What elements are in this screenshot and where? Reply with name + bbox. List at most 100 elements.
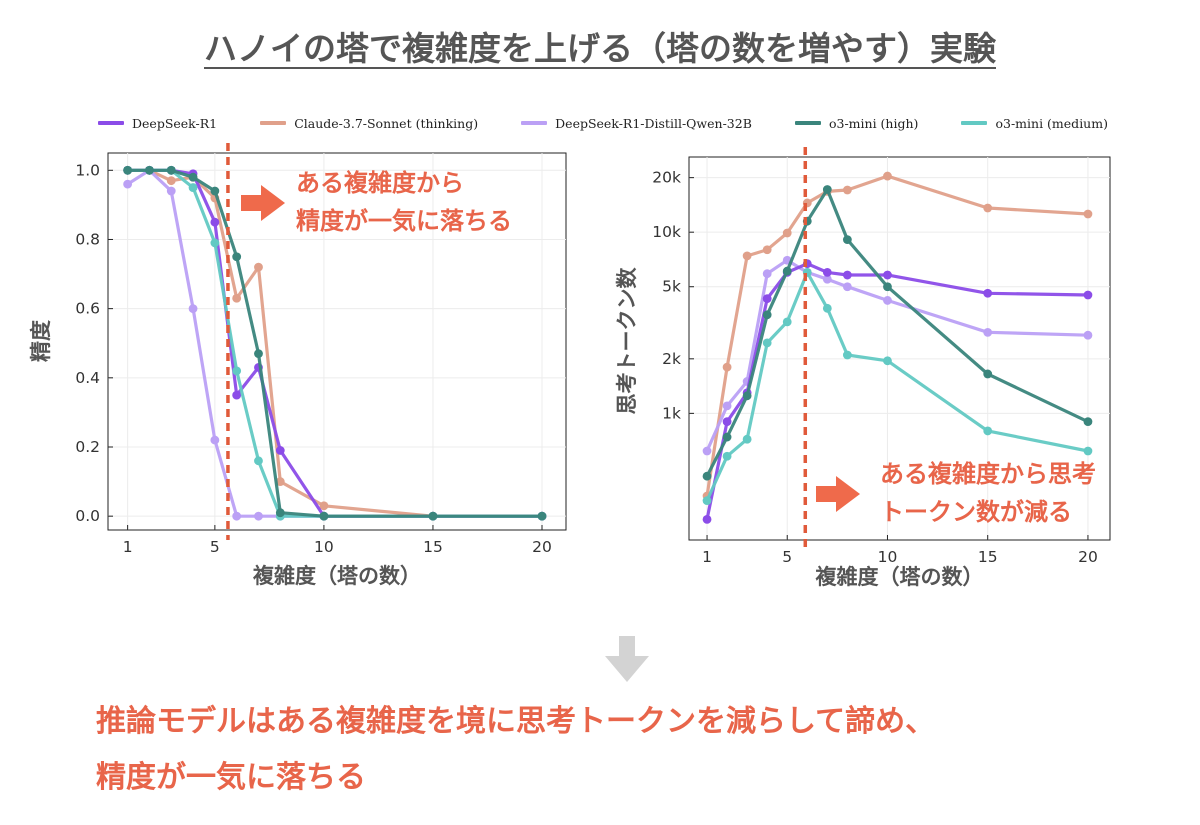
data-point <box>883 270 892 280</box>
data-point <box>254 511 263 521</box>
legend-label: o3-mini (medium) <box>995 115 1108 131</box>
data-point <box>722 401 732 411</box>
data-point <box>210 186 220 196</box>
y-tick-label: 10k <box>652 223 681 241</box>
data-point <box>822 274 832 284</box>
legend-label: DeepSeek-R1-Distill-Qwen-32B <box>555 115 752 131</box>
data-point <box>782 266 792 276</box>
series-group <box>702 171 1093 524</box>
legend-item: DeepSeek-R1 <box>98 116 217 131</box>
legend-swatch <box>794 121 821 125</box>
data-point <box>166 176 176 186</box>
data-point <box>822 185 832 194</box>
x-tick-label: 20 <box>532 538 552 556</box>
data-point <box>702 514 712 524</box>
annotation-line: 精度が一気に落ちる <box>296 207 512 235</box>
data-point <box>275 477 285 486</box>
data-point <box>842 270 852 280</box>
y-axis-label: 精度 <box>29 320 53 362</box>
annotation-line: ある複雑度から思考 <box>880 460 1096 488</box>
x-tick-label: 15 <box>978 548 998 566</box>
x-tick-label: 1 <box>123 538 133 556</box>
data-point <box>722 362 732 372</box>
x-tick-label: 10 <box>314 538 334 556</box>
series-group <box>123 165 547 521</box>
legend-item: o3-mini (high) <box>794 116 918 131</box>
data-point <box>123 165 133 175</box>
data-point <box>232 293 242 303</box>
data-point <box>983 288 993 298</box>
chart-legend: DeepSeek-R1 Claude-3.7-Sonnet (thinking) D… <box>98 112 1108 134</box>
data-point <box>782 317 792 327</box>
data-point <box>254 349 263 359</box>
data-point <box>762 310 772 320</box>
data-point <box>428 511 438 521</box>
arrow-right-icon <box>816 476 860 512</box>
data-point <box>822 267 832 277</box>
data-point <box>123 179 133 189</box>
data-point <box>742 251 752 261</box>
data-point <box>1083 209 1093 219</box>
data-point <box>188 172 198 182</box>
data-point <box>702 471 712 481</box>
annotation-line: トークン数が減る <box>880 498 1072 526</box>
data-point <box>232 252 242 262</box>
x-tick-label: 20 <box>1078 548 1098 566</box>
x-tick-label: 1 <box>702 548 712 566</box>
legend-swatch <box>961 121 988 125</box>
data-point <box>722 417 732 427</box>
data-point <box>983 369 993 379</box>
data-point <box>883 171 892 181</box>
arrow-shaft <box>241 195 263 211</box>
data-point <box>983 203 993 213</box>
y-tick-label: 2k <box>662 350 681 368</box>
data-point <box>210 435 220 445</box>
data-point <box>188 304 198 314</box>
annotation-accuracy-drop: ある複雑度から 精度が一気に落ちる <box>296 164 512 240</box>
x-tick-label: 15 <box>423 538 443 556</box>
data-point <box>883 296 892 305</box>
data-point <box>983 327 993 337</box>
data-point <box>842 350 852 360</box>
x-axis-label: 複雑度（塔の数） <box>252 564 421 588</box>
data-point <box>210 217 220 227</box>
plot-frame <box>107 152 567 531</box>
data-point <box>145 165 154 175</box>
data-point <box>782 228 792 238</box>
data-point <box>702 496 712 505</box>
data-point <box>1083 330 1093 340</box>
data-point <box>1083 290 1093 300</box>
data-point <box>232 366 242 376</box>
legend-item: o3-mini (medium) <box>961 115 1108 131</box>
data-point <box>822 303 832 313</box>
y-tick-label: 20k <box>652 169 681 187</box>
data-point <box>883 282 892 292</box>
data-point <box>762 294 772 303</box>
data-point <box>166 186 176 196</box>
data-point <box>742 391 752 401</box>
y-tick-label: 1.0 <box>75 161 100 179</box>
legend-item: DeepSeek-R1-Distill-Qwen-32B <box>521 116 752 131</box>
x-tick-label: 5 <box>210 538 220 556</box>
data-point <box>275 446 285 455</box>
data-point <box>762 338 772 348</box>
data-point <box>842 185 852 195</box>
data-point <box>1083 417 1093 427</box>
data-point <box>883 356 892 366</box>
annotation-token-decrease: ある複雑度から思考 トークン数が減る <box>880 455 1096 531</box>
data-point <box>232 511 242 521</box>
data-point <box>254 456 263 466</box>
legend-swatch <box>521 121 548 125</box>
data-point <box>537 511 547 521</box>
data-point <box>210 238 220 248</box>
x-tick-label: 10 <box>878 548 898 566</box>
y-tick-label: 0.0 <box>75 507 100 525</box>
data-point <box>722 451 732 461</box>
annotation-line: ある複雑度から <box>296 169 464 197</box>
arrow-head <box>836 476 860 512</box>
data-point <box>983 426 993 436</box>
legend-label: DeepSeek-R1 <box>132 115 218 131</box>
data-point <box>1083 446 1093 456</box>
